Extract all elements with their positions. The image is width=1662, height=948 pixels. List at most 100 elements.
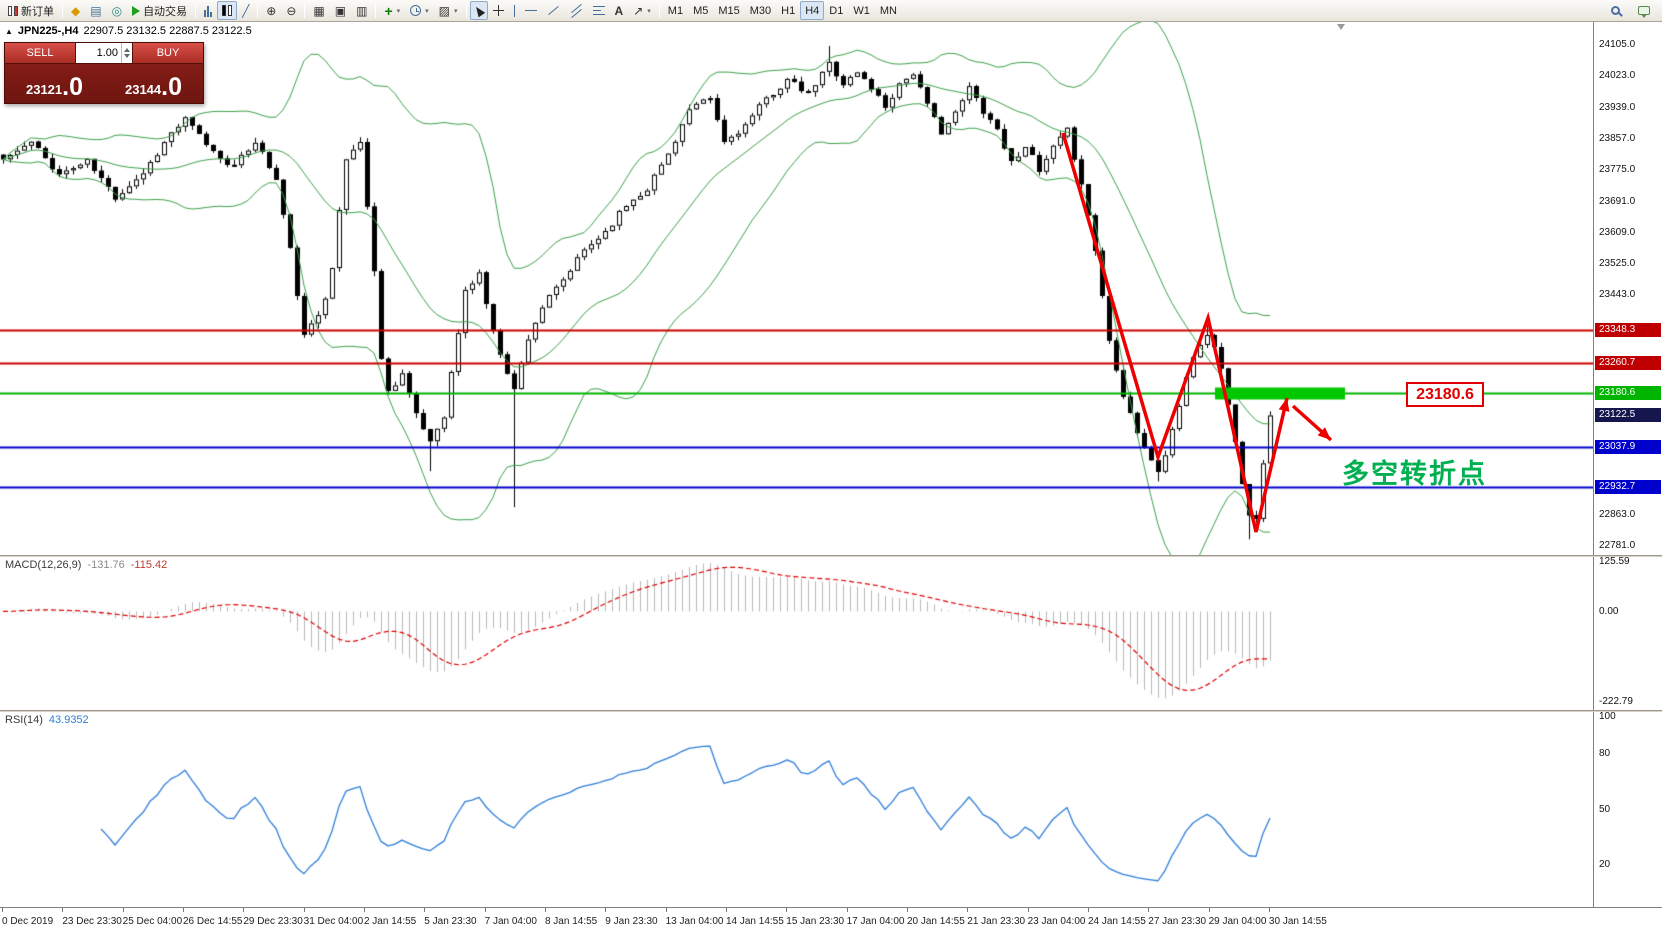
arrange-windows-icon: ▥ — [356, 3, 368, 18]
volume-stepper[interactable] — [121, 43, 132, 63]
price-tag: 23180.6 — [1595, 386, 1661, 401]
macd-label-row: MACD(12,26,9) -131.76 -115.42 — [5, 559, 167, 571]
periods-button[interactable]: ▾ — [405, 1, 434, 20]
chart-shift-marker[interactable] — [1337, 24, 1345, 30]
timeframe-button-h4[interactable]: H4 — [800, 1, 825, 20]
pane-splitter[interactable] — [0, 710, 1662, 712]
zoom-in-button[interactable]: ⊕ — [261, 1, 281, 20]
time-tick — [62, 908, 64, 912]
community-button[interactable]: ◎ — [107, 1, 127, 20]
time-tick — [1027, 908, 1029, 912]
price-scale[interactable]: 24105.0 24023.0 23939.0 23857.0 23775.0 23691… — [1593, 22, 1662, 907]
bar-chart-button[interactable] — [199, 1, 217, 20]
price-tick: 23443.0 — [1599, 289, 1636, 301]
buy-button[interactable]: BUY — [133, 43, 203, 63]
timeframe-button-w1[interactable]: W1 — [853, 4, 870, 17]
volume-field[interactable]: 1.00 — [75, 43, 133, 63]
macd-main-value: -131.76 — [87, 559, 125, 571]
bar-chart-icon — [204, 5, 213, 17]
time-label: 27 Jan 23:30 — [1148, 916, 1207, 927]
templates-button[interactable]: ▨ ▾ — [434, 1, 463, 20]
buy-price-big: .0 — [161, 72, 182, 101]
price-chart-canvas[interactable] — [0, 22, 1593, 555]
tile-windows-button[interactable]: ▦ — [308, 1, 329, 20]
data-window-icon: ▤ — [90, 3, 102, 18]
stepper-up-icon[interactable] — [124, 48, 130, 52]
timeframe-button-d1[interactable]: D1 — [829, 4, 844, 17]
timeframe-button-mn[interactable]: MN — [879, 4, 897, 17]
sell-button[interactable]: SELL — [5, 43, 75, 63]
cascade-windows-button[interactable]: ▣ — [330, 1, 351, 20]
time-label: 25 Dec 04:00 — [122, 916, 183, 927]
timeframe-button-h1[interactable]: H1 — [781, 4, 796, 17]
toolbar-separator — [195, 3, 197, 18]
level-price-label[interactable]: 23180.6 — [1406, 382, 1484, 407]
channel-tool-button[interactable] — [565, 1, 588, 20]
time-label: 23 Jan 04:00 — [1027, 916, 1086, 927]
indicators-plus-icon: + — [384, 2, 393, 19]
macd-tick: 125.59 — [1599, 555, 1630, 567]
fibonacci-tool-button[interactable] — [588, 1, 610, 20]
macd-signal-value: -115.42 — [130, 559, 168, 571]
time-tick — [1208, 908, 1210, 912]
time-axis[interactable]: 0 Dec 2019 23 Dec 23:30 25 Dec 04:00 26 Dec… — [0, 907, 1662, 948]
cursor-tool-button[interactable] — [469, 1, 488, 20]
metaeditor-button[interactable]: ◆ — [66, 1, 85, 20]
buy-label: BUY — [156, 47, 180, 59]
timeframe-button-m30[interactable]: M30 — [749, 4, 772, 17]
time-label: 29 Jan 04:00 — [1208, 916, 1267, 927]
stepper-down-icon[interactable] — [124, 54, 130, 58]
sell-price-big: .0 — [62, 72, 83, 101]
one-click-collapse-icon[interactable]: ▲ — [5, 26, 13, 36]
data-window-button[interactable]: ▤ — [85, 1, 106, 20]
new-order-button[interactable]: 新订单 — [3, 1, 59, 20]
pane-splitter[interactable] — [0, 555, 1662, 557]
time-tick — [1268, 908, 1270, 912]
rsi-tick: 20 — [1599, 859, 1611, 871]
rsi-label: RSI(14) — [5, 714, 43, 726]
time-tick — [243, 908, 245, 912]
arrowhead — [1317, 427, 1331, 440]
time-label: 8 Jan 14:55 — [544, 916, 598, 927]
chat-button[interactable] — [1633, 1, 1655, 20]
horizontal-line-tool-button[interactable] — [520, 1, 542, 20]
sell-price-display[interactable]: 23121.0 — [5, 64, 104, 103]
macd-pane-canvas[interactable] — [0, 557, 1593, 710]
candlestick-chart-button[interactable] — [217, 1, 238, 20]
time-tick — [725, 908, 727, 912]
time-tick — [303, 908, 305, 912]
templates-icon: ▨ — [438, 3, 451, 18]
indicators-button[interactable]: + ▾ — [379, 1, 405, 20]
trendline-tool-button[interactable] — [542, 1, 565, 20]
search-button[interactable] — [1606, 1, 1625, 20]
ohlc-values: 22907.5 23132.5 22887.5 23122.5 — [83, 25, 252, 37]
turning-point-annotation[interactable]: 多空转折点 — [1342, 459, 1487, 489]
timeframe-button-m5[interactable]: M5 — [693, 4, 709, 17]
zoom-out-button[interactable]: ⊖ — [281, 1, 301, 20]
zoom-in-icon: ⊕ — [266, 3, 277, 18]
line-chart-button[interactable]: ╱ — [237, 1, 254, 20]
vertical-line-tool-button[interactable] — [509, 1, 520, 20]
time-label: 15 Jan 23:30 — [786, 916, 845, 927]
crosshair-tool-button[interactable] — [488, 1, 509, 20]
macd-tick: 0.00 — [1599, 606, 1619, 618]
time-label: 30 Jan 14:55 — [1268, 916, 1327, 927]
toolbar-separator — [465, 3, 467, 18]
rsi-tick: 50 — [1599, 803, 1611, 815]
rsi-pane-canvas[interactable] — [0, 712, 1593, 905]
toolbar-right-group — [1606, 1, 1659, 20]
timeframe-button-m1[interactable]: M1 — [667, 4, 684, 17]
time-tick — [544, 908, 546, 912]
arrow-objects-icon: ↗ — [633, 3, 644, 18]
autotrading-button[interactable]: 自动交易 — [127, 1, 192, 20]
timeframe-button-m15[interactable]: M15 — [718, 4, 740, 17]
buy-price-display[interactable]: 23144.0 — [104, 64, 203, 103]
arrange-windows-button[interactable]: ▥ — [351, 1, 372, 20]
trend-arrow[interactable] — [1061, 132, 1289, 533]
text-tool-button[interactable]: A — [610, 1, 629, 20]
timeframe-group: M1 M5 M15 M30 H1 H4 D1 W1 MN — [663, 1, 902, 20]
horizontal-line-icon — [524, 10, 537, 11]
community-icon: ◎ — [111, 3, 123, 18]
arrows-tool-button[interactable]: ↗ ▾ — [628, 1, 656, 20]
